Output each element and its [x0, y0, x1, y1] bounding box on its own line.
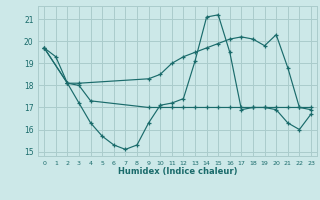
- X-axis label: Humidex (Indice chaleur): Humidex (Indice chaleur): [118, 167, 237, 176]
